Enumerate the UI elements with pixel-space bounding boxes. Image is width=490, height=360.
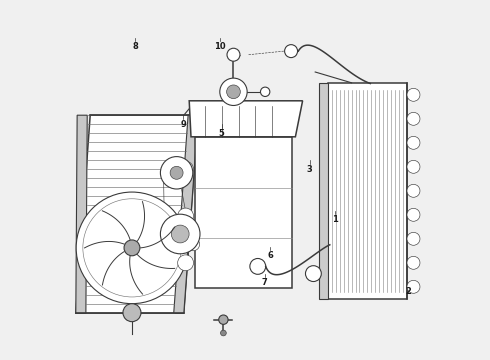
Circle shape [250,258,266,274]
Circle shape [261,87,270,96]
Circle shape [407,88,420,101]
Circle shape [407,232,420,245]
Circle shape [407,256,420,269]
Circle shape [220,330,226,336]
Text: 9: 9 [180,120,186,129]
Circle shape [227,48,240,61]
Circle shape [76,192,188,303]
Text: 5: 5 [219,129,224,138]
Circle shape [187,238,199,251]
Text: 8: 8 [132,42,138,51]
Circle shape [407,184,420,197]
Text: 3: 3 [307,165,313,174]
Text: 2: 2 [406,287,412,296]
Polygon shape [195,137,292,288]
Circle shape [227,85,240,99]
Circle shape [407,208,420,221]
Polygon shape [319,83,328,299]
Circle shape [407,280,420,293]
Circle shape [172,225,189,243]
Text: 10: 10 [214,42,225,51]
Polygon shape [328,83,407,299]
Circle shape [160,157,193,189]
Circle shape [178,255,194,271]
Polygon shape [189,101,303,137]
Polygon shape [76,115,87,313]
Circle shape [178,208,194,224]
Circle shape [219,315,228,324]
Circle shape [305,266,321,282]
Circle shape [123,303,141,322]
Circle shape [160,214,200,254]
Text: 6: 6 [267,251,273,260]
Circle shape [220,78,247,105]
Circle shape [407,136,420,149]
Circle shape [407,160,420,173]
Polygon shape [76,115,198,313]
Circle shape [170,166,183,179]
Circle shape [178,161,194,177]
Circle shape [407,112,420,125]
Polygon shape [174,115,198,313]
Circle shape [285,45,297,58]
Text: 1: 1 [332,215,338,224]
Circle shape [124,240,140,256]
Text: 7: 7 [262,278,268,287]
